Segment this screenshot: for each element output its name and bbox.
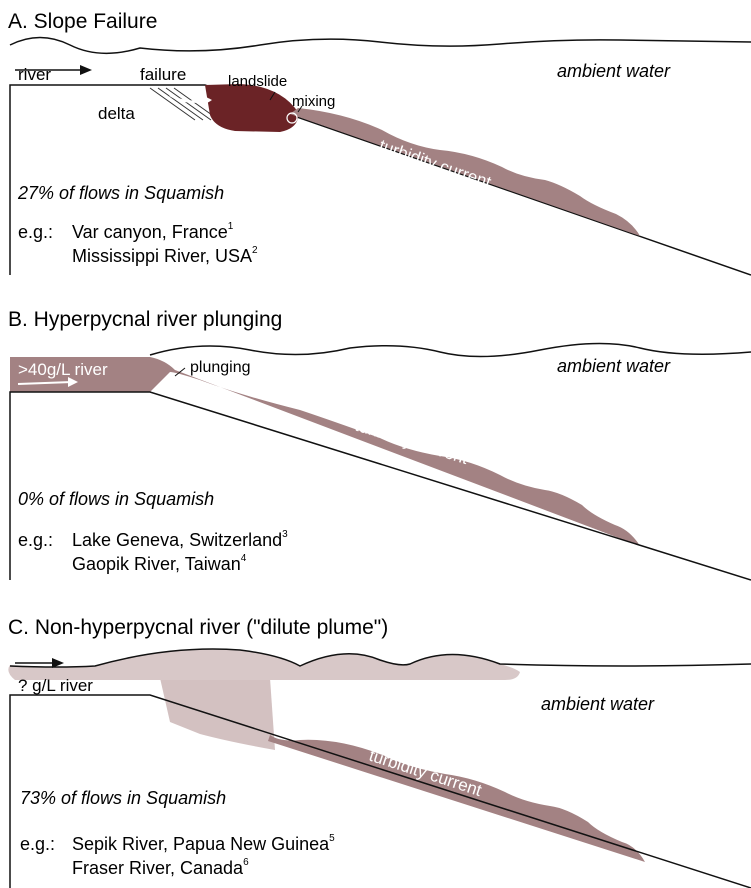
label: ambient water — [557, 61, 671, 81]
example-name: Lake Geneva, Switzerland — [72, 530, 282, 550]
arrowhead — [80, 65, 92, 75]
water-surface — [10, 38, 751, 54]
share: 0% of flows in Squamish — [18, 489, 214, 509]
example-name: Var canyon, France — [72, 222, 228, 242]
example-name: Mississippi River, USA — [72, 246, 252, 266]
share: 27% of flows in Squamish — [17, 183, 224, 203]
label: river — [18, 65, 51, 84]
reference: 5 — [329, 833, 335, 844]
reference: 6 — [243, 857, 249, 868]
label: ambient water — [557, 356, 671, 376]
landslide — [205, 84, 298, 132]
panel-title: B. Hyperpycnal river plunging — [8, 308, 282, 331]
example: Lake Geneva, Switzerland3 — [72, 529, 288, 550]
label: delta — [98, 104, 135, 123]
turbidity-current — [10, 357, 640, 546]
share: 73% of flows in Squamish — [20, 788, 226, 808]
example-name: Fraser River, Canada — [72, 858, 244, 878]
example: Sepik River, Papua New Guinea5 — [72, 833, 335, 854]
example-name: Sepik River, Papua New Guinea — [72, 834, 330, 854]
label: ? g/L river — [18, 676, 93, 695]
reference: 2 — [252, 245, 258, 256]
example: Fraser River, Canada6 — [72, 857, 249, 878]
panel-b: B. Hyperpycnal river plunging >40g/L riv… — [8, 308, 751, 580]
water-surface — [150, 343, 751, 356]
panel-a: A. Slope Failure river failure landslide… — [8, 10, 751, 275]
prefix: e.g.: — [18, 530, 53, 550]
panel-title: A. Slope Failure — [8, 10, 157, 33]
panel-c: C. Non-hyperpycnal river ("dilute plume"… — [8, 616, 751, 888]
label: mixing — [292, 93, 335, 110]
label: >40g/L river — [18, 360, 108, 379]
panel-title: C. Non-hyperpycnal river ("dilute plume"… — [8, 616, 388, 639]
reference: 4 — [241, 553, 247, 564]
example-name: Gaopik River, Taiwan — [72, 554, 241, 574]
label: ambient water — [541, 694, 655, 714]
example: Gaopik River, Taiwan4 — [72, 553, 247, 574]
label: plunging — [190, 359, 251, 376]
diagram: A. Slope Failure river failure landslide… — [0, 0, 751, 888]
reference: 1 — [228, 221, 234, 232]
reference: 3 — [282, 529, 288, 540]
label: failure — [140, 65, 186, 84]
plume-column — [160, 678, 275, 750]
example: Var canyon, France1 — [72, 221, 234, 242]
prefix: e.g.: — [18, 222, 53, 242]
basin — [10, 392, 751, 580]
example: Mississippi River, USA2 — [72, 245, 258, 266]
prefix: e.g.: — [20, 834, 55, 854]
label: landslide — [228, 73, 287, 90]
